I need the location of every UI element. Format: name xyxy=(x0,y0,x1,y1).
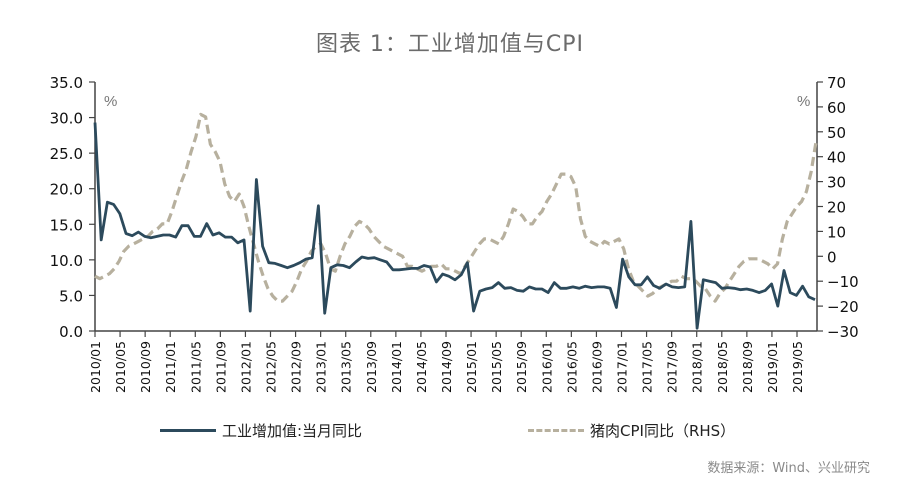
right-tick-label: 40 xyxy=(827,149,846,167)
x-tick-label: 2016/09 xyxy=(589,341,604,393)
x-tick-label: 2013/05 xyxy=(339,341,354,393)
x-tick-label: 2015/05 xyxy=(489,341,504,393)
series-lines xyxy=(93,112,818,330)
left-tick-label: 5.0 xyxy=(59,287,83,305)
x-tick-label: 2016/01 xyxy=(539,341,554,393)
x-tick-label: 2011/09 xyxy=(213,341,228,393)
x-tick-label: 2017/09 xyxy=(665,341,680,393)
x-tick-label: 2019/01 xyxy=(765,341,780,393)
x-tick-label: 2010/01 xyxy=(88,341,103,393)
x-tick-label: 2018/09 xyxy=(740,341,755,393)
x-tick-label: 2015/01 xyxy=(464,341,479,393)
right-tick-label: 60 xyxy=(827,99,846,117)
right-unit-label: % xyxy=(797,93,810,110)
chart-title: 图表 1：工业增加值与CPI xyxy=(315,32,585,57)
x-tick-label: 2011/05 xyxy=(188,341,203,393)
right-tick-label: 20 xyxy=(827,199,846,217)
x-tick-label: 2017/01 xyxy=(615,341,630,393)
right-tick-label: 0 xyxy=(827,248,837,266)
solid-line-swatch-icon xyxy=(160,429,216,432)
right-tick-label: 50 xyxy=(827,124,846,142)
x-tick-label: 2012/05 xyxy=(264,341,279,393)
x-tick-label: 2010/09 xyxy=(138,341,153,393)
x-tick-label: 2018/01 xyxy=(690,341,705,393)
x-tick-label: 2012/09 xyxy=(289,341,304,393)
industrial-value-added-line xyxy=(93,122,816,330)
x-tick-label: 2014/05 xyxy=(414,341,429,393)
right-tick-label: −20 xyxy=(827,298,859,316)
left-tick-label: 20.0 xyxy=(50,181,83,199)
x-tick-label: 2016/05 xyxy=(564,341,579,393)
x-tick-label: 2010/05 xyxy=(113,341,128,393)
x-tick-label: 2012/01 xyxy=(238,341,253,393)
legend-label-industrial: 工业增加值:当月同比 xyxy=(222,422,363,440)
pork-cpi-line xyxy=(94,112,818,303)
right-tick-label: 10 xyxy=(827,223,846,241)
dashed-line-swatch-icon xyxy=(528,429,584,432)
x-tick-label: 2019/05 xyxy=(790,341,805,393)
left-tick-label: 25.0 xyxy=(50,145,83,163)
x-tick-label: 2011/01 xyxy=(163,341,178,393)
x-tick-label: 2013/09 xyxy=(364,341,379,393)
right-tick-label: 30 xyxy=(827,174,846,192)
x-tick-label: 2014/01 xyxy=(389,341,404,393)
legend-item-industrial: 工业增加值:当月同比 xyxy=(160,420,362,441)
right-tick-label: −30 xyxy=(827,323,859,341)
x-tick-label: 2013/01 xyxy=(314,341,329,393)
left-tick-label: 0.0 xyxy=(59,323,83,341)
right-tick-label: −10 xyxy=(827,273,859,291)
left-tick-label: 15.0 xyxy=(50,216,83,234)
x-tick-label: 2015/09 xyxy=(514,341,529,393)
x-tick-label: 2017/05 xyxy=(640,341,655,393)
right-tick-label: 70 xyxy=(827,74,846,92)
left-tick-label: 10.0 xyxy=(50,252,83,270)
left-tick-label: 30.0 xyxy=(50,110,83,128)
left-y-axis: 35.0 30.0 25.0 20.0 15.0 10.0 5.0 0.0 xyxy=(50,74,96,341)
right-y-axis: 70 60 50 40 30 20 10 0 −10 −20 −30 xyxy=(816,74,859,341)
left-unit-label: % xyxy=(104,93,117,110)
x-tick-label: 2018/05 xyxy=(715,341,730,393)
legend-label-pork-cpi: 猪肉CPI同比（RHS） xyxy=(590,422,736,440)
legend: 工业增加值:当月同比 猪肉CPI同比（RHS） xyxy=(0,420,900,446)
left-tick-label: 35.0 xyxy=(50,74,83,92)
x-tick-label: 2014/09 xyxy=(439,341,454,393)
legend-item-pork-cpi: 猪肉CPI同比（RHS） xyxy=(528,420,735,441)
data-source-note: 数据来源：Wind、兴业研究 xyxy=(707,461,870,476)
x-axis: 2010/01 2010/05 2010/09 2011/01 2011/05 2011/… xyxy=(88,330,817,393)
